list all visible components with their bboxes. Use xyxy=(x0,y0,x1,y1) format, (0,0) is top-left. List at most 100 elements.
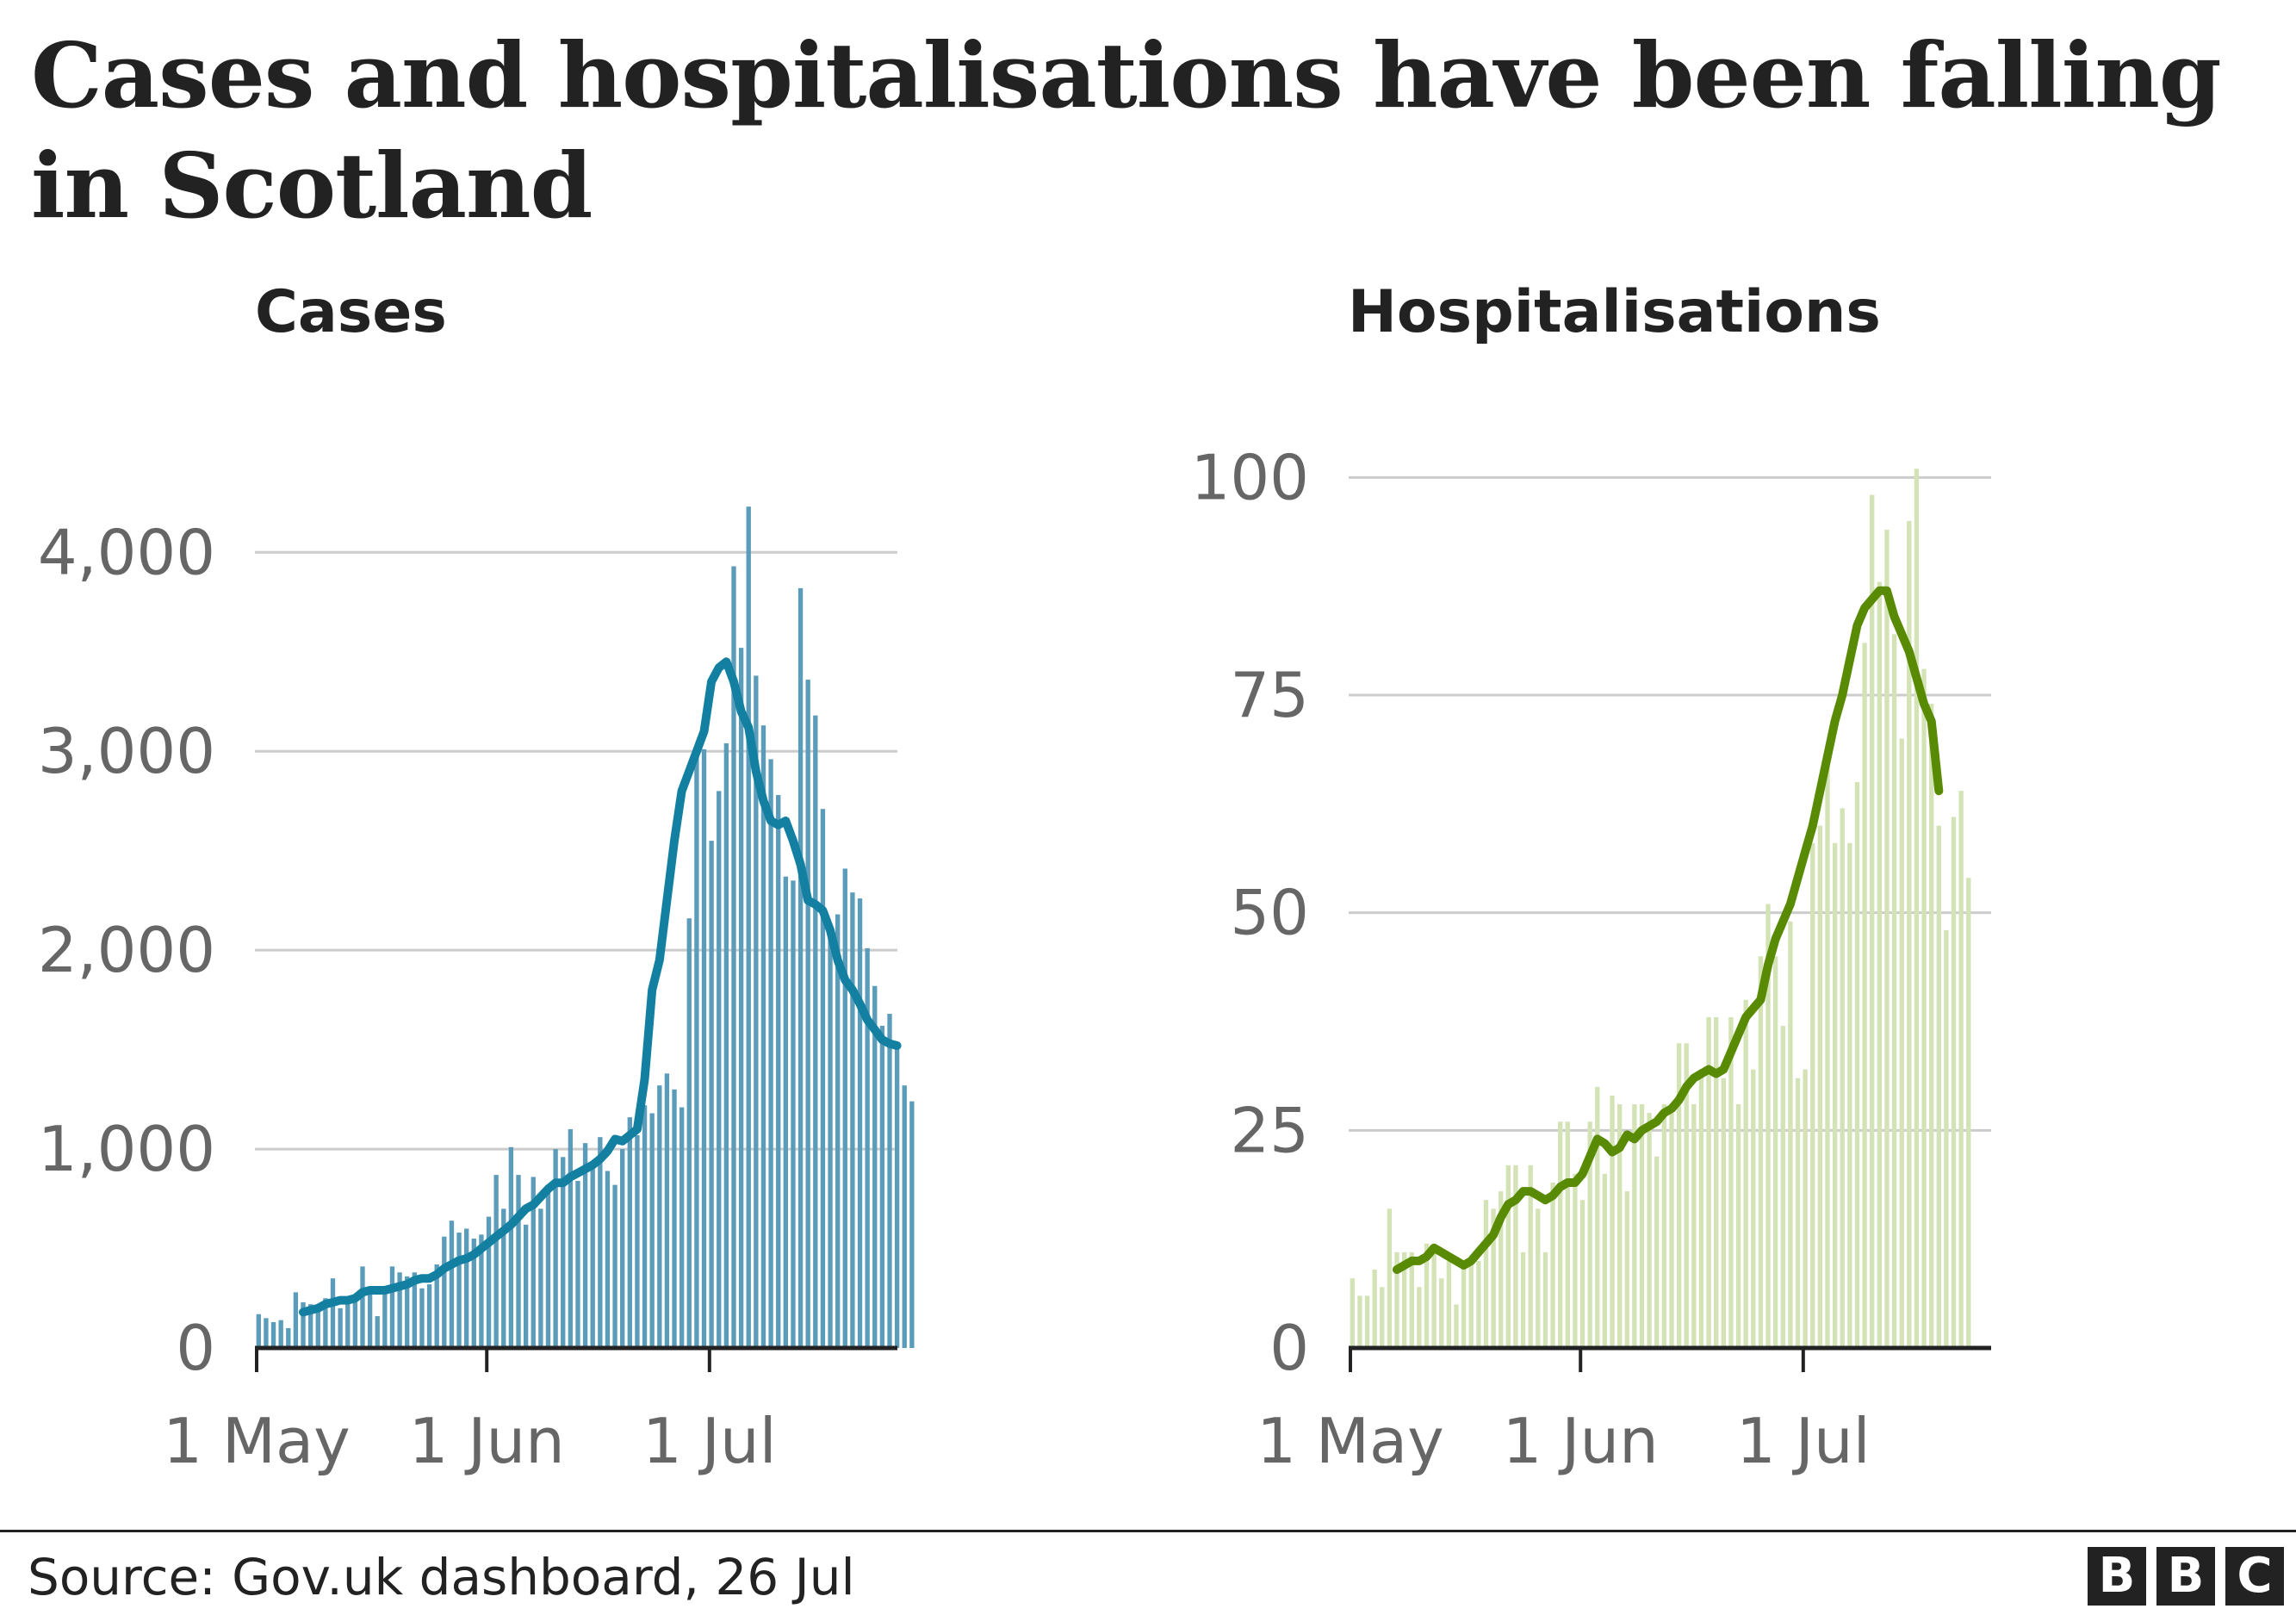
bar xyxy=(561,1157,566,1348)
bar xyxy=(1536,1208,1541,1348)
bar xyxy=(1862,643,1867,1348)
bar xyxy=(1424,1243,1430,1348)
bar xyxy=(1899,738,1904,1348)
bar xyxy=(835,914,841,1348)
bar xyxy=(568,1128,574,1348)
bar xyxy=(1380,1287,1385,1348)
x-tick-label: 1 Jul xyxy=(1736,1405,1871,1477)
y-tick-label: 2,000 xyxy=(38,914,215,986)
bar xyxy=(1832,842,1838,1348)
bar xyxy=(1528,1165,1533,1348)
y-tick-label: 0 xyxy=(1269,1312,1309,1384)
bar xyxy=(1765,904,1771,1348)
bar xyxy=(1483,1200,1489,1348)
bar xyxy=(894,1049,900,1348)
bar xyxy=(857,898,863,1348)
bar xyxy=(471,1238,476,1348)
bar xyxy=(508,1146,514,1348)
bar xyxy=(598,1137,603,1348)
bar xyxy=(486,1216,492,1348)
bar xyxy=(1454,1304,1459,1348)
bar xyxy=(1795,1078,1801,1348)
x-tick-label: 1 Jun xyxy=(409,1405,565,1477)
bar xyxy=(1394,1252,1399,1348)
bar xyxy=(701,748,707,1348)
bar xyxy=(426,1284,432,1348)
bar xyxy=(1669,1113,1674,1348)
bar xyxy=(1476,1260,1481,1348)
bar xyxy=(1944,929,1949,1348)
bar xyxy=(1817,825,1823,1348)
bar xyxy=(1520,1252,1526,1348)
bar xyxy=(1587,1121,1592,1348)
source-note: Source: Gov.uk dashboard, 26 Jul xyxy=(28,1548,855,1606)
bar xyxy=(1936,825,1941,1348)
bar xyxy=(1907,520,1912,1348)
bar xyxy=(1468,1260,1474,1348)
x-tick-label: 1 May xyxy=(163,1405,351,1477)
bar xyxy=(738,648,744,1348)
bar xyxy=(909,1101,915,1348)
bar xyxy=(1751,1069,1756,1348)
bar xyxy=(1632,1104,1637,1348)
bar xyxy=(1639,1104,1645,1348)
hospitalisations-chart: 0 25 50 75 100 1 May 1 Jun 1 Jul xyxy=(1191,441,1991,1477)
bar xyxy=(397,1272,402,1348)
bar xyxy=(760,725,766,1348)
bar xyxy=(1966,878,1971,1348)
bar xyxy=(797,587,804,1348)
bar xyxy=(1387,1208,1393,1348)
bar xyxy=(523,1224,529,1348)
bar xyxy=(642,1105,648,1348)
bar xyxy=(731,566,736,1348)
bar xyxy=(1364,1295,1370,1348)
x-tick-label: 1 Jun xyxy=(1503,1405,1659,1477)
bar xyxy=(627,1117,632,1348)
bbc-logo-letter-b1: B xyxy=(2088,1547,2146,1606)
bar xyxy=(754,675,759,1348)
bar xyxy=(1810,842,1815,1348)
bar xyxy=(1565,1121,1570,1348)
bar xyxy=(820,809,826,1348)
y-tick-label: 75 xyxy=(1230,659,1309,731)
bar xyxy=(516,1175,521,1348)
y-tick-label: 3,000 xyxy=(38,715,215,787)
bar xyxy=(315,1306,320,1348)
bar xyxy=(902,1085,907,1348)
bar xyxy=(717,791,722,1348)
y-tick-label: 4,000 xyxy=(38,516,215,588)
bar xyxy=(1840,808,1845,1348)
bar xyxy=(872,985,878,1348)
bar xyxy=(620,1149,625,1348)
bar xyxy=(1350,1278,1355,1348)
bar xyxy=(1409,1252,1414,1348)
bar xyxy=(1884,529,1890,1348)
y-tick-label: 50 xyxy=(1230,877,1309,949)
bar xyxy=(1372,1270,1377,1348)
bar xyxy=(783,876,789,1348)
bar xyxy=(1647,1113,1652,1348)
bar xyxy=(657,1085,662,1348)
y-tick-label: 100 xyxy=(1191,441,1309,513)
bar xyxy=(1542,1252,1548,1348)
bbc-logo: B B C xyxy=(2088,1547,2284,1606)
bar xyxy=(449,1221,455,1348)
x-tick-label: 1 May xyxy=(1257,1405,1444,1477)
bar xyxy=(330,1278,336,1348)
bar xyxy=(434,1264,439,1348)
bar xyxy=(1772,956,1778,1348)
bar xyxy=(307,1304,313,1348)
bar xyxy=(1758,956,1764,1348)
bar xyxy=(887,1014,892,1348)
bar xyxy=(531,1177,536,1348)
bar xyxy=(1854,782,1860,1348)
bar xyxy=(352,1301,358,1348)
bar xyxy=(493,1175,499,1348)
bar xyxy=(382,1288,388,1348)
bar xyxy=(605,1171,611,1348)
bar xyxy=(1617,1104,1623,1348)
bar xyxy=(1401,1252,1407,1348)
bar xyxy=(686,918,692,1348)
bar xyxy=(1417,1287,1422,1348)
bar xyxy=(813,715,818,1348)
